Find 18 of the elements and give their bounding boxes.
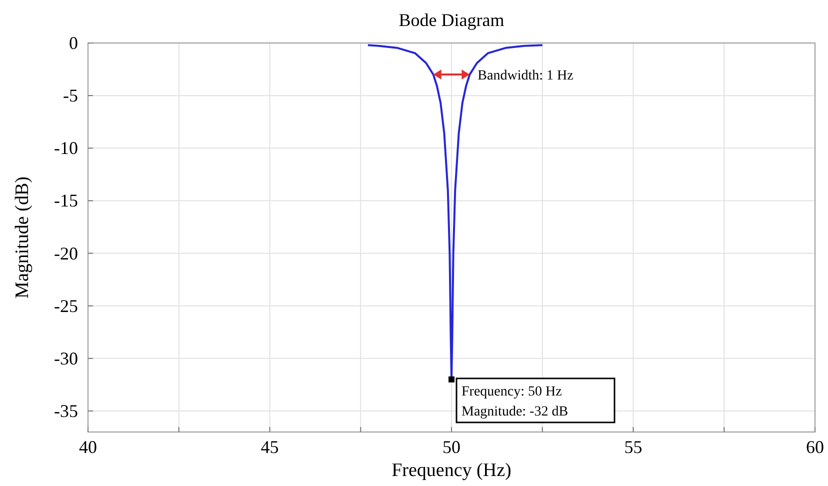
y-tick-label: 0 [69, 33, 78, 53]
y-tick-label: -15 [54, 190, 78, 211]
y-tick-label: -30 [54, 348, 78, 368]
y-axis-title: Magnitude (dB) [12, 176, 33, 298]
y-tick-label: -5 [63, 86, 78, 106]
chart-title: Bode Diagram [398, 10, 504, 30]
x-axis-title: Frequency (Hz) [392, 460, 512, 481]
y-tick-label: -10 [54, 138, 78, 158]
annotation: Frequency: 50 Hz Magnitude: -32 dB [462, 384, 568, 420]
x-tick-label: 55 [624, 437, 642, 457]
x-tick-label: 40 [79, 437, 97, 457]
x-tick-label: 45 [260, 437, 279, 457]
y-tick-label: -35 [54, 400, 78, 421]
x-tick-label: 60 [806, 437, 824, 457]
y-tick-label: -25 [54, 296, 78, 316]
x-tick-label: 50 [442, 437, 460, 457]
annotation: Bandwidth: 1 Hz [478, 68, 574, 84]
y-tick-label: -20 [54, 243, 78, 264]
